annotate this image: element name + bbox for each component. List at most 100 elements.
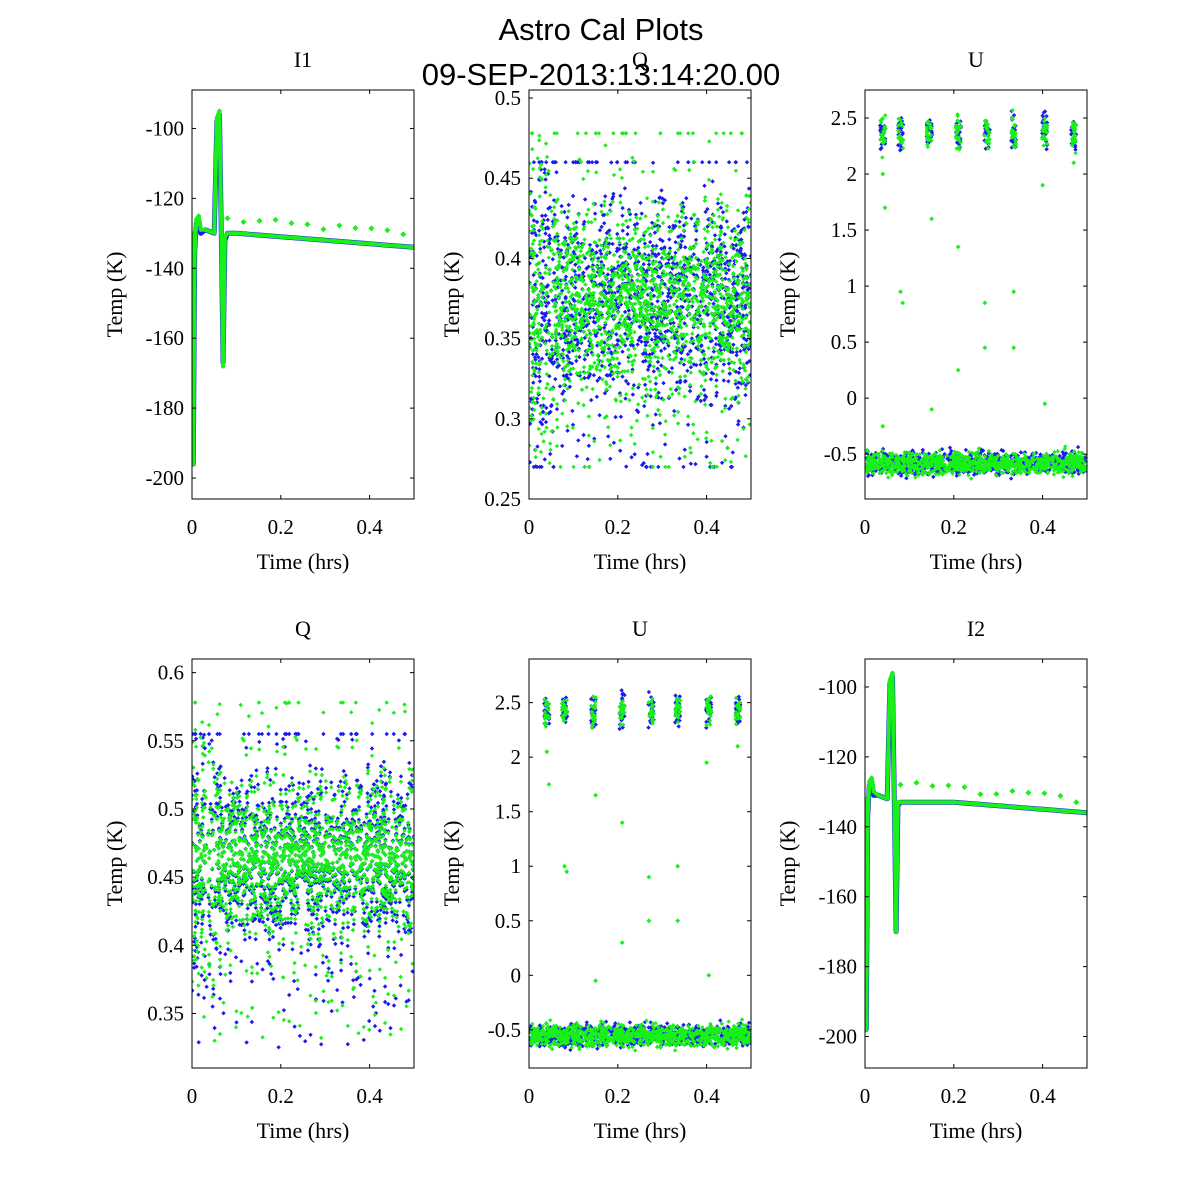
data-point: [687, 283, 692, 288]
data-point: [633, 353, 638, 358]
data-point: [728, 334, 733, 339]
data-point: [602, 365, 607, 370]
data-point: [654, 321, 660, 327]
data-point: [630, 362, 635, 368]
data-point: [737, 321, 742, 327]
data-point: [744, 326, 749, 331]
data-point: [585, 352, 590, 357]
data-point: [563, 318, 568, 323]
data-point: [642, 399, 648, 404]
data-point: [748, 200, 751, 205]
data-point: [1062, 446, 1067, 452]
data-point: [536, 267, 541, 272]
data-point: [729, 295, 734, 301]
data-point: [563, 239, 568, 245]
data-point: [631, 159, 637, 164]
data-point: [532, 314, 537, 319]
data-point: [531, 320, 536, 325]
data-point: [586, 249, 591, 254]
data-point: [537, 362, 542, 367]
data-point: [668, 295, 673, 300]
data-point: [653, 387, 658, 392]
data-point: [991, 453, 996, 459]
data-point: [553, 235, 558, 240]
data-point: [635, 253, 640, 259]
data-point: [639, 265, 644, 270]
data-point: [688, 349, 693, 354]
data-point: [548, 236, 553, 241]
data-point: [741, 362, 746, 367]
data-point: [644, 309, 649, 314]
data-point: [625, 232, 630, 237]
data-point: [949, 448, 954, 454]
data-point: [868, 463, 873, 468]
data-point: [728, 235, 733, 241]
data-point: [617, 246, 622, 252]
data-point: [1069, 132, 1074, 137]
data-point: [575, 131, 580, 136]
data-point: [719, 350, 724, 356]
data-point: [676, 307, 681, 312]
data-point: [599, 209, 604, 214]
data-point: [701, 324, 707, 329]
data-point: [602, 415, 608, 420]
data-point: [595, 378, 600, 383]
data-point: [529, 208, 532, 213]
data-point: [543, 339, 549, 344]
data-point: [589, 346, 594, 352]
data-point: [582, 357, 587, 362]
data-point: [725, 335, 730, 340]
data-point: [610, 241, 615, 247]
data-point: [679, 350, 684, 356]
data-point: [624, 302, 629, 307]
data-point: [589, 220, 594, 225]
data-point: [671, 357, 676, 362]
data-point: [992, 452, 997, 457]
data-point: [722, 232, 727, 237]
data-point: [698, 319, 703, 324]
data-point: [618, 414, 624, 419]
data-point: [638, 302, 643, 307]
data-point: [582, 464, 587, 470]
data-point: [585, 298, 590, 304]
data-point: [714, 384, 719, 389]
data-point: [644, 286, 649, 292]
data-point: [669, 335, 674, 340]
y-tick-label: 0.45: [484, 166, 521, 190]
data-point: [617, 361, 622, 366]
data-point: [603, 274, 608, 279]
data-point: [709, 438, 714, 443]
data-point: [556, 321, 562, 326]
data-point: [1011, 451, 1016, 456]
data-point: [597, 228, 603, 233]
data-point: [532, 205, 537, 210]
data-point: [567, 235, 572, 241]
data-point: [866, 449, 871, 454]
data-point: [596, 258, 601, 264]
data-point: [595, 328, 600, 333]
data-point: [617, 167, 623, 172]
data-point: [598, 310, 604, 315]
data-point: [554, 357, 560, 362]
data-point: [650, 269, 655, 274]
data-point: [604, 230, 609, 236]
data-point: [661, 305, 666, 310]
data-point: [532, 369, 537, 374]
data-point: [592, 211, 598, 216]
data-point: [531, 289, 536, 294]
data-point: [652, 269, 657, 274]
data-point: [642, 347, 648, 352]
data-point: [952, 449, 957, 454]
data-point: [740, 285, 745, 291]
data-point: [588, 315, 593, 320]
data-point: [1069, 127, 1074, 133]
data-point: [529, 211, 533, 216]
plot-area-u-top: [865, 108, 1087, 481]
data-point: [621, 246, 626, 251]
data-point: [899, 115, 904, 121]
data-point: [743, 349, 749, 355]
data-point: [581, 403, 586, 408]
data-point: [675, 275, 680, 280]
data-point: [668, 276, 673, 281]
data-point: [740, 268, 746, 274]
